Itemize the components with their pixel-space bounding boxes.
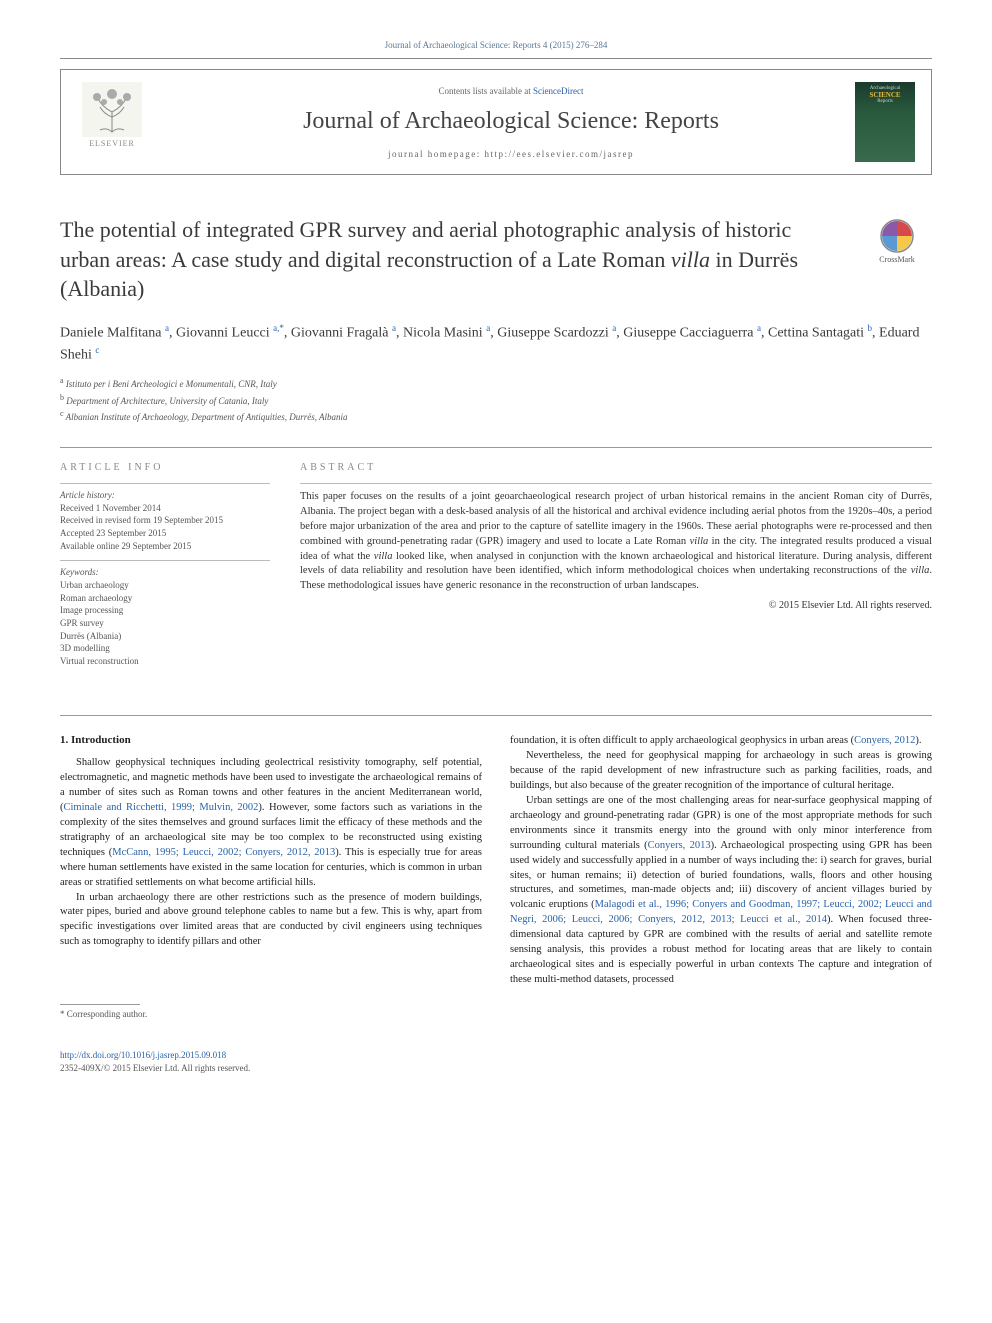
- affil-sup-a5[interactable]: a: [612, 323, 616, 333]
- abs-em3: villa: [911, 565, 930, 576]
- corresponding-author-footnote: * Corresponding author.: [60, 1009, 482, 1019]
- keyword-6: 3D modelling: [60, 642, 270, 655]
- article-info-label: ARTICLE INFO: [60, 462, 270, 473]
- intro-para-1: Shallow geophysical techniques including…: [60, 756, 482, 890]
- c2p1b: ).: [915, 735, 921, 746]
- meta-top-rule: [60, 447, 932, 448]
- crossmark-icon: [880, 219, 914, 253]
- affil-b-text: Department of Architecture, University o…: [66, 396, 268, 406]
- contents-lists-line: Contents lists available at ScienceDirec…: [167, 86, 855, 96]
- cover-line3: Reports: [877, 99, 893, 104]
- author-3: Giovanni Fragalà: [291, 326, 389, 341]
- abstract-text: This paper focuses on the results of a j…: [300, 490, 932, 594]
- homepage-url[interactable]: http://ees.elsevier.com/jasrep: [485, 149, 634, 159]
- elsevier-tree-icon: [82, 82, 142, 137]
- authors-list: Daniele Malfitana a, Giovanni Leucci a,*…: [60, 322, 932, 365]
- affil-sup-a1[interactable]: a: [165, 323, 169, 333]
- journal-name: Journal of Archaeological Science: Repor…: [167, 108, 855, 135]
- citation-link-2[interactable]: McCann, 1995; Leucci, 2002; Conyers, 201…: [112, 847, 335, 858]
- abs-p3: looked like, when analysed in conjunctio…: [300, 551, 932, 577]
- affiliations: a Istituto per i Beni Archeologici e Mon…: [60, 375, 932, 425]
- info-rule: [60, 483, 270, 484]
- affil-a-text: Istituto per i Beni Archeologici e Monum…: [66, 379, 277, 389]
- keyword-7: Virtual reconstruction: [60, 655, 270, 668]
- keyword-5: Durrës (Albania): [60, 630, 270, 643]
- crossmark-badge[interactable]: CrossMark: [862, 219, 932, 264]
- footnote-text: Corresponding author.: [65, 1009, 148, 1019]
- meta-row: ARTICLE INFO Article history: Received 1…: [60, 462, 932, 668]
- keyword-1: Urban archaeology: [60, 579, 270, 592]
- abstract-col: ABSTRACT This paper focuses on the resul…: [300, 462, 932, 668]
- keyword-3: Image processing: [60, 604, 270, 617]
- body-top-rule: [60, 715, 932, 716]
- citation-link-3[interactable]: Conyers, 2012: [854, 735, 915, 746]
- affiliation-c: c Albanian Institute of Archaeology, Dep…: [60, 408, 932, 425]
- affil-sup-a8[interactable]: c: [95, 345, 99, 355]
- journal-cover-thumb: Archaeological SCIENCE Reports: [855, 82, 915, 162]
- citation-link-1[interactable]: Ciminale and Ricchetti, 1999; Mulvin, 20…: [64, 802, 259, 813]
- journal-issue-link[interactable]: Journal of Archaeological Science: Repor…: [60, 40, 932, 50]
- abstract-label: ABSTRACT: [300, 462, 932, 473]
- col2-para-3: Urban settings are one of the most chall…: [510, 794, 932, 988]
- top-rule: [60, 58, 932, 59]
- keywords-rule: [60, 560, 270, 561]
- citation-link-4[interactable]: Conyers, 2013: [648, 840, 711, 851]
- history-online: Available online 29 September 2015: [60, 540, 270, 553]
- author-6: Giuseppe Cacciaguerra: [623, 326, 753, 341]
- header-center: Contents lists available at ScienceDirec…: [167, 86, 855, 159]
- publisher-logo: ELSEVIER: [77, 82, 147, 162]
- affil-sup-a6[interactable]: a: [757, 323, 761, 333]
- article-info-col: ARTICLE INFO Article history: Received 1…: [60, 462, 270, 668]
- title-em: villa: [671, 247, 710, 272]
- affiliation-b: b Department of Architecture, University…: [60, 392, 932, 409]
- contents-prefix: Contents lists available at: [439, 86, 533, 96]
- footnote-rule: [60, 1004, 140, 1005]
- journal-homepage: journal homepage: http://ees.elsevier.co…: [167, 149, 855, 159]
- history-revised: Received in revised form 19 September 20…: [60, 514, 270, 527]
- author-5: Giuseppe Scardozzi: [497, 326, 609, 341]
- sciencedirect-link[interactable]: ScienceDirect: [533, 86, 583, 96]
- journal-header: ELSEVIER Contents lists available at Sci…: [60, 69, 932, 175]
- keyword-4: GPR survey: [60, 617, 270, 630]
- affil-c-text: Albanian Institute of Archaeology, Depar…: [66, 412, 348, 422]
- affil-sup-a4[interactable]: a: [486, 323, 490, 333]
- elsevier-label: ELSEVIER: [89, 139, 135, 148]
- abs-em2: villa: [374, 551, 393, 562]
- author-1: Daniele Malfitana: [60, 326, 161, 341]
- page-footer: http://dx.doi.org/10.1016/j.jasrep.2015.…: [60, 1049, 482, 1074]
- affiliation-a: a Istituto per i Beni Archeologici e Mon…: [60, 375, 932, 392]
- article-history-label: Article history:: [60, 490, 270, 500]
- article-title: The potential of integrated GPR survey a…: [60, 215, 862, 304]
- intro-para-2: In urban archaeology there are other res…: [60, 891, 482, 951]
- corr-star[interactable]: *: [279, 323, 284, 333]
- author-7: Cettina Santagati: [768, 326, 864, 341]
- body-columns: 1. Introduction Shallow geophysical tech…: [60, 734, 932, 1074]
- cover-line2: SCIENCE: [869, 91, 900, 99]
- crossmark-label: CrossMark: [879, 255, 915, 264]
- history-accepted: Accepted 23 September 2015: [60, 527, 270, 540]
- doi-link[interactable]: http://dx.doi.org/10.1016/j.jasrep.2015.…: [60, 1050, 226, 1060]
- issn-copyright: 2352-409X/© 2015 Elsevier Ltd. All right…: [60, 1062, 482, 1075]
- col2-para-1: foundation, it is often difficult to app…: [510, 734, 932, 749]
- section-heading-intro: 1. Introduction: [60, 734, 482, 746]
- abs-em1: villa: [690, 536, 709, 547]
- col-left: 1. Introduction Shallow geophysical tech…: [60, 734, 482, 1074]
- history-received: Received 1 November 2014: [60, 502, 270, 515]
- col2-para-2: Nevertheless, the need for geophysical m…: [510, 749, 932, 794]
- abstract-copyright: © 2015 Elsevier Ltd. All rights reserved…: [300, 600, 932, 611]
- c2p1a: foundation, it is often difficult to app…: [510, 735, 854, 746]
- title-row: The potential of integrated GPR survey a…: [60, 215, 932, 304]
- affil-sup-a3[interactable]: a: [392, 323, 396, 333]
- keywords-label: Keywords:: [60, 567, 270, 577]
- author-2: Giovanni Leucci: [176, 326, 270, 341]
- abstract-rule: [300, 483, 932, 484]
- col-right: foundation, it is often difficult to app…: [510, 734, 932, 1074]
- affil-sup-a7[interactable]: b: [868, 323, 873, 333]
- keyword-2: Roman archaeology: [60, 592, 270, 605]
- homepage-prefix: journal homepage:: [388, 149, 484, 159]
- author-4: Nicola Masini: [403, 326, 483, 341]
